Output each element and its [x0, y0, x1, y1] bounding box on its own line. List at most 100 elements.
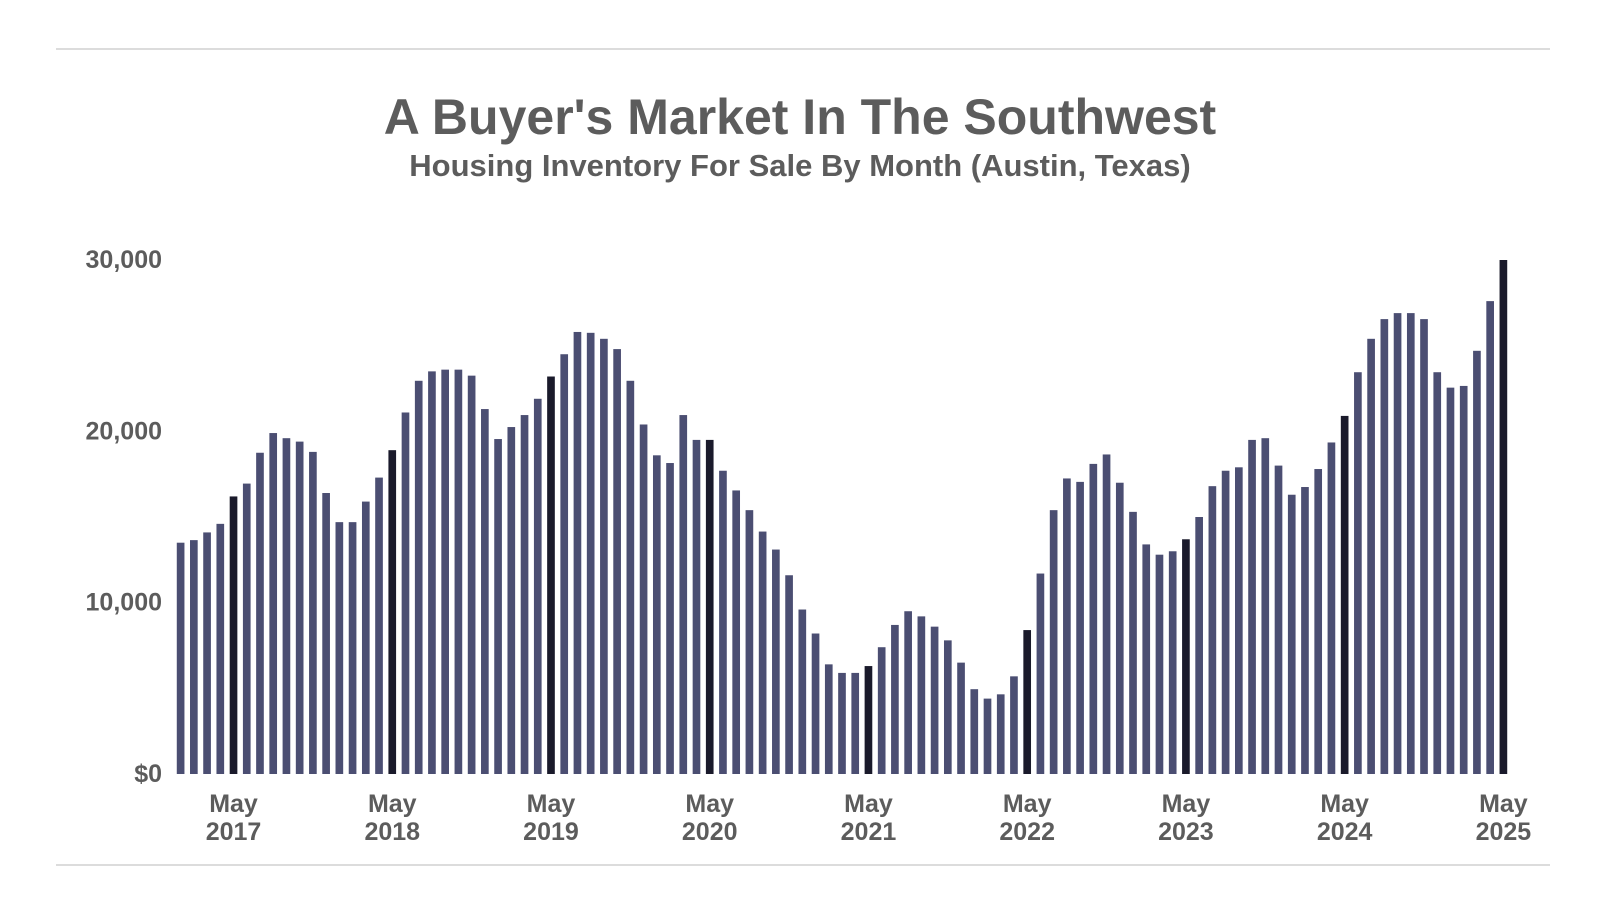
bar [639, 424, 648, 774]
bar [838, 672, 846, 774]
bar [586, 332, 595, 774]
bar [692, 439, 701, 774]
bar [1486, 301, 1494, 774]
bar-may-highlight [864, 666, 873, 774]
bar [798, 609, 807, 774]
x-tick-month: May [368, 790, 417, 818]
chart-subtitle: Housing Inventory For Sale By Month (Aus… [409, 148, 1191, 183]
x-tick-year: 2021 [841, 818, 897, 846]
bar [1049, 510, 1058, 774]
x-tick-year: 2020 [682, 818, 738, 846]
bar [190, 540, 198, 774]
bar [573, 331, 582, 774]
bar [957, 662, 965, 774]
x-tick-month: May [685, 790, 734, 818]
bottom-divider [56, 864, 1550, 866]
bar [1063, 478, 1071, 774]
bar [1089, 463, 1098, 774]
bar [626, 380, 635, 774]
bar [1142, 544, 1151, 774]
y-tick-label: 20,000 [86, 417, 162, 445]
bar [1380, 319, 1389, 774]
bar [375, 477, 383, 774]
bar [203, 532, 211, 774]
bar [904, 611, 912, 774]
x-tick-month: May [1479, 790, 1528, 818]
bar [679, 415, 688, 774]
bar [1301, 487, 1309, 774]
bar-may-highlight [547, 376, 555, 774]
bar [785, 575, 793, 774]
bar [1433, 372, 1442, 774]
bar [1036, 573, 1045, 774]
bar [824, 664, 833, 774]
x-tick-year: 2022 [999, 818, 1055, 846]
bar [943, 640, 952, 774]
bar [600, 338, 608, 774]
bar [666, 463, 674, 774]
bar [1168, 551, 1177, 774]
bar [1102, 454, 1111, 774]
bar [811, 633, 820, 774]
bar [983, 698, 992, 774]
x-tick-year: 2018 [364, 818, 420, 846]
top-divider [56, 48, 1550, 50]
bar [1010, 676, 1018, 774]
bar [348, 522, 357, 774]
bar-may-highlight [1340, 415, 1349, 774]
bar [1459, 385, 1468, 774]
bar [1155, 554, 1164, 774]
bar [745, 510, 754, 774]
bar [877, 647, 886, 774]
bar [613, 349, 621, 774]
bar [494, 439, 502, 774]
bar-may-highlight [1182, 539, 1190, 774]
x-tick-year: 2019 [523, 818, 579, 846]
bar [216, 523, 225, 774]
bar [1076, 481, 1084, 774]
bar [520, 415, 529, 774]
bar [282, 438, 291, 774]
bar [758, 531, 767, 774]
bar [560, 354, 569, 774]
bar [1195, 517, 1203, 774]
bar [1115, 482, 1124, 774]
x-tick-year: 2025 [1476, 818, 1532, 846]
bar [441, 369, 449, 774]
bar [1446, 387, 1455, 774]
bar [1208, 486, 1217, 774]
bar [1235, 467, 1243, 774]
bar [454, 369, 463, 774]
bar-may-highlight [229, 496, 238, 774]
bar [1314, 469, 1323, 774]
bar [242, 483, 251, 774]
bar [1221, 470, 1230, 774]
bar [467, 375, 476, 774]
bar [176, 542, 185, 774]
bar [1367, 338, 1375, 774]
bar [481, 409, 489, 774]
bar [732, 490, 741, 774]
x-tick-month: May [844, 790, 893, 818]
bar [309, 451, 317, 774]
bar [335, 522, 344, 774]
x-tick-month: May [209, 790, 258, 818]
bar [533, 398, 542, 774]
bar [1354, 372, 1362, 774]
x-tick-month: May [1003, 790, 1052, 818]
bar [428, 371, 436, 774]
bar [507, 427, 516, 774]
bar-may-highlight [705, 439, 714, 774]
x-tick-month: May [527, 790, 576, 818]
bar [256, 452, 264, 774]
bar [917, 616, 926, 774]
bar-may-highlight [1499, 260, 1508, 774]
bar [996, 694, 1005, 774]
x-tick-year: 2024 [1317, 818, 1373, 846]
chart-title: A Buyer's Market In The Southwest [383, 89, 1217, 145]
bar [1248, 439, 1256, 774]
bar [269, 433, 278, 774]
bar [970, 689, 979, 774]
bar [652, 455, 661, 774]
bar [361, 501, 370, 774]
